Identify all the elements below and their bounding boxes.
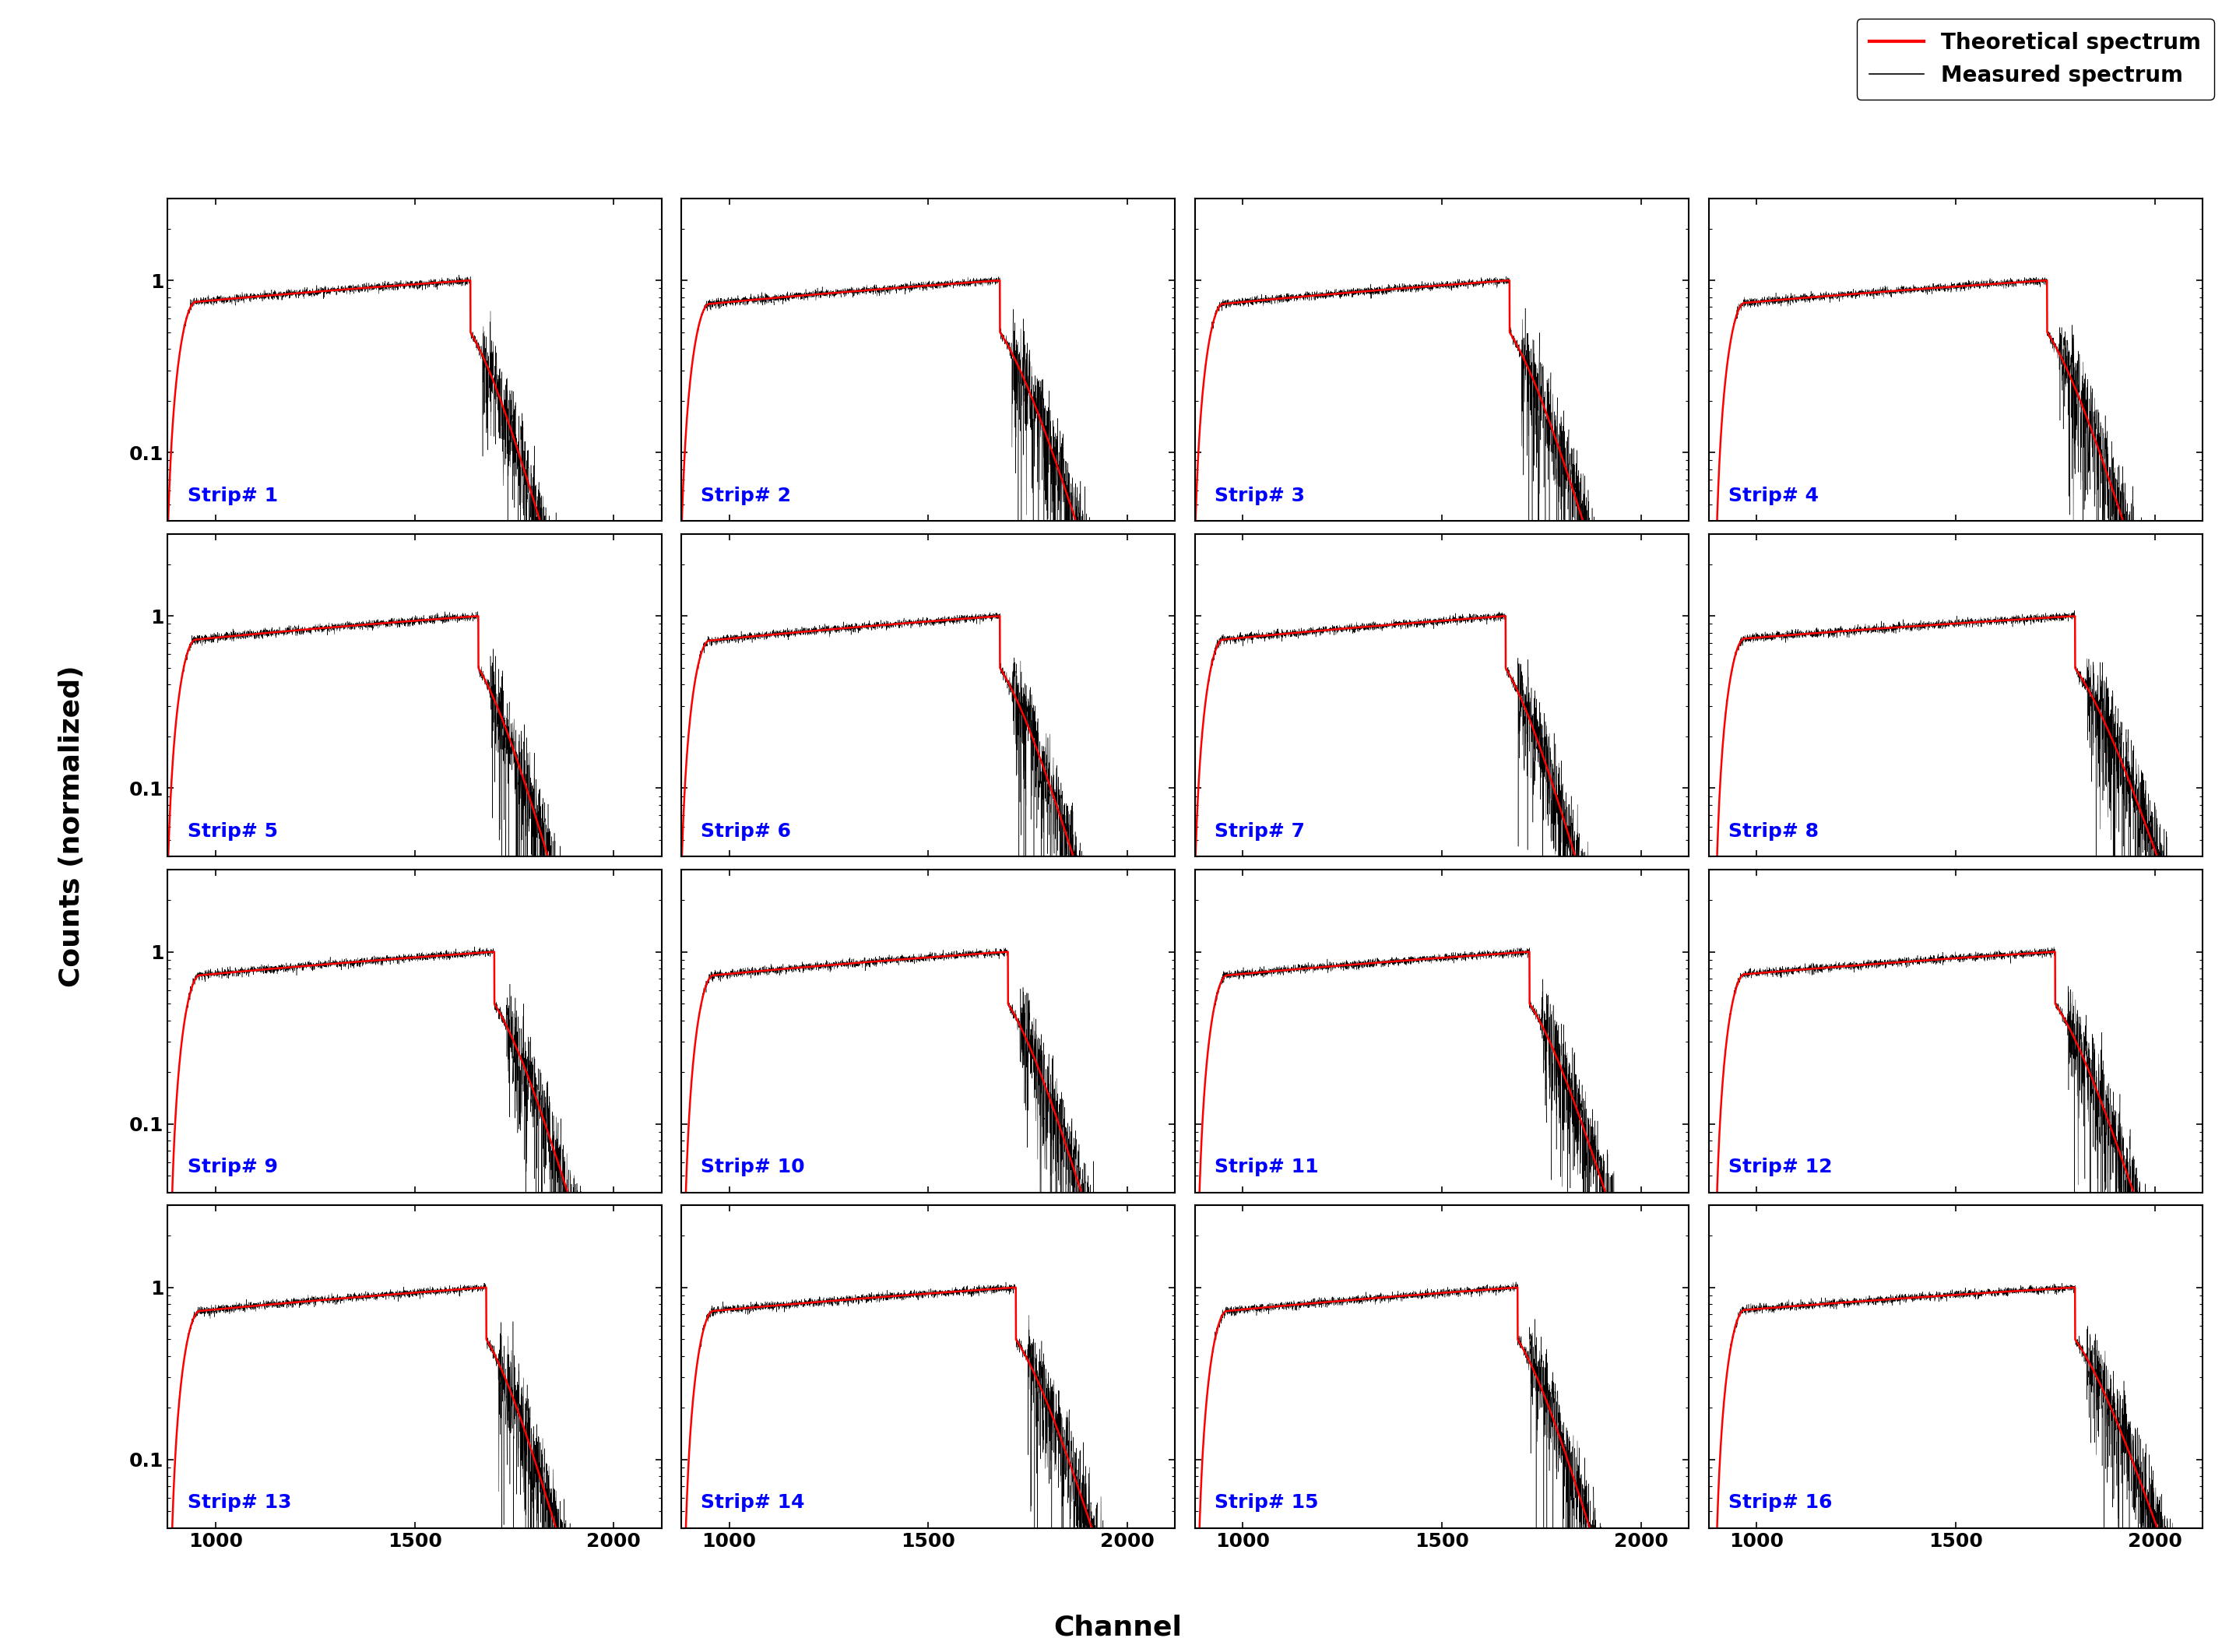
Text: Strip# 11: Strip# 11 [1214,1158,1319,1176]
Text: Strip# 12: Strip# 12 [1728,1158,1831,1176]
Text: Strip# 14: Strip# 14 [702,1493,805,1512]
Text: Strip# 8: Strip# 8 [1728,823,1818,841]
Text: Strip# 6: Strip# 6 [702,823,792,841]
Text: Strip# 7: Strip# 7 [1214,823,1306,841]
Text: Strip# 1: Strip# 1 [188,486,277,506]
Text: Counts (normalized): Counts (normalized) [58,666,85,986]
Text: Strip# 16: Strip# 16 [1728,1493,1831,1512]
Text: Strip# 5: Strip# 5 [188,823,277,841]
Text: Strip# 3: Strip# 3 [1214,486,1306,506]
Text: Strip# 2: Strip# 2 [702,486,792,506]
Text: Strip# 10: Strip# 10 [702,1158,805,1176]
Text: Strip# 4: Strip# 4 [1728,486,1818,506]
Legend: Theoretical spectrum, Measured spectrum: Theoretical spectrum, Measured spectrum [1856,20,2214,99]
Text: Strip# 13: Strip# 13 [188,1493,291,1512]
Text: Channel: Channel [1053,1614,1183,1640]
Text: Strip# 9: Strip# 9 [188,1158,277,1176]
Text: Strip# 15: Strip# 15 [1214,1493,1319,1512]
